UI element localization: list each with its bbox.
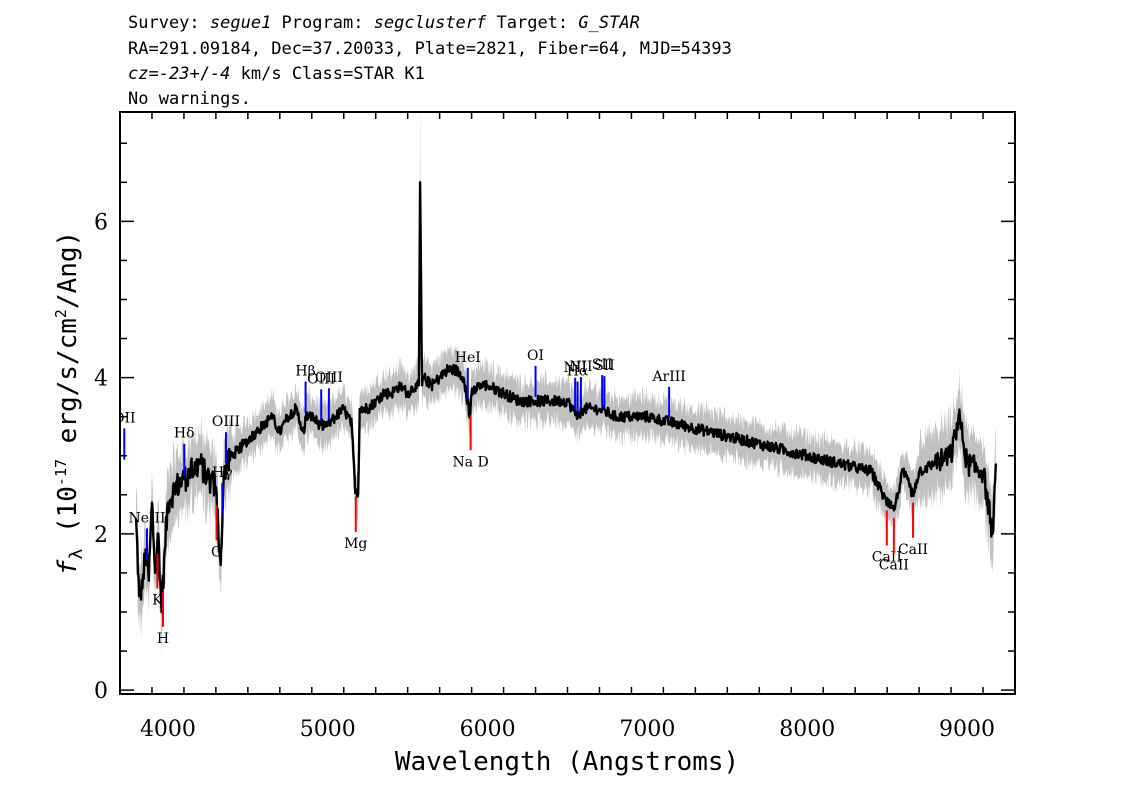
- header-line-survey: Survey: segue1 Program: segclusterf Targ…: [128, 13, 640, 33]
- emission-line-label: OIII: [307, 371, 335, 387]
- absorption-line-label: Mg: [344, 536, 367, 552]
- emission-line-label: Hδ: [174, 426, 195, 442]
- x-tick-label: 6000: [460, 717, 516, 742]
- x-tick-label: 9000: [939, 717, 995, 742]
- emission-line-label: NII: [564, 360, 587, 376]
- flux-error-band: [136, 112, 996, 655]
- absorption-line-label: CaII: [898, 542, 928, 558]
- tick-labels: 4000 5000 6000 7000 8000 9000 0 2 4 6: [94, 210, 995, 742]
- absorption-line-label: CaII: [879, 557, 909, 573]
- emission-line-label: OIII: [315, 370, 343, 386]
- x-axis-label: Wavelength (Angstroms): [395, 747, 739, 777]
- absorption-line-label: CaII: [872, 550, 902, 566]
- x-tick-label: 5000: [300, 717, 356, 742]
- emission-line-label: SII: [594, 358, 615, 374]
- emission-line-label: SII: [592, 357, 613, 373]
- y-tick-label: 6: [94, 210, 108, 235]
- absorption-line-label: H: [157, 631, 169, 647]
- flux-line: [134, 181, 997, 614]
- y-tick-label: 4: [94, 367, 108, 392]
- absorption-line-label: K: [152, 593, 163, 609]
- emission-line-label: Hα: [567, 364, 589, 380]
- axis-ticks: [119, 112, 1016, 694]
- header-line-redshift: cz=-23+/-4 km/s Class=STAR K1: [128, 64, 425, 84]
- absorption-line-label: Na D: [453, 454, 489, 470]
- x-tick-label: 4000: [140, 717, 196, 742]
- x-tick-label: 7000: [619, 717, 675, 742]
- emission-line-label: Hγ: [212, 465, 233, 481]
- header-line-warnings: No warnings.: [128, 89, 251, 109]
- absorption-line-label: G: [211, 544, 222, 560]
- y-tick-label: 0: [94, 679, 108, 704]
- header-line-coordinates: RA=291.09184, Dec=37.20033, Plate=2821, …: [128, 39, 732, 59]
- emission-line-label: HeI: [455, 350, 481, 366]
- emission-line-label: NII: [569, 359, 592, 375]
- x-tick-label: 8000: [779, 717, 835, 742]
- y-tick-label: 2: [94, 523, 108, 548]
- emission-line-label: OII: [113, 410, 136, 426]
- spectrum-header: Survey: segue1 Program: segclusterf Targ…: [128, 13, 732, 109]
- emission-line-label: OIII: [212, 414, 240, 430]
- emission-line-label: Hβ: [295, 364, 315, 380]
- y-axis-label: fλ (10-17 erg/s/cm2/Ang): [52, 231, 87, 575]
- emission-line-label: ArIII: [651, 369, 685, 385]
- emission-line-label: OI: [527, 348, 544, 364]
- emission-line-label: NeIII: [128, 510, 165, 526]
